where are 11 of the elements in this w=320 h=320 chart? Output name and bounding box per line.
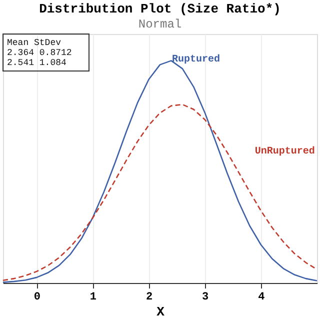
x-tick-label: 2	[146, 292, 153, 304]
annotation: Mean StDev 2.364 0.8712 2.541 1.084	[7, 38, 72, 68]
text: UnRuptured	[254, 146, 315, 158]
chart-title: Distribution Plot (Size Ratio*)	[39, 2, 281, 16]
x-tick-label: 3	[202, 292, 210, 304]
x-tick-label: 1	[90, 292, 97, 304]
x-tick-label: 0	[34, 292, 40, 304]
chart-subtitle: Normal	[138, 18, 182, 32]
series-label: Ruptured	[172, 54, 220, 66]
x-tick-label: 4	[258, 292, 266, 304]
x-axis-title: X	[156, 304, 165, 320]
